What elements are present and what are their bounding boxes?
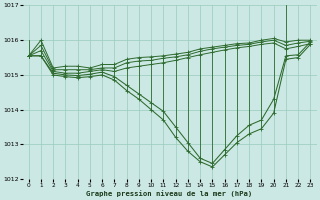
X-axis label: Graphe pression niveau de la mer (hPa): Graphe pression niveau de la mer (hPa) xyxy=(86,190,253,197)
